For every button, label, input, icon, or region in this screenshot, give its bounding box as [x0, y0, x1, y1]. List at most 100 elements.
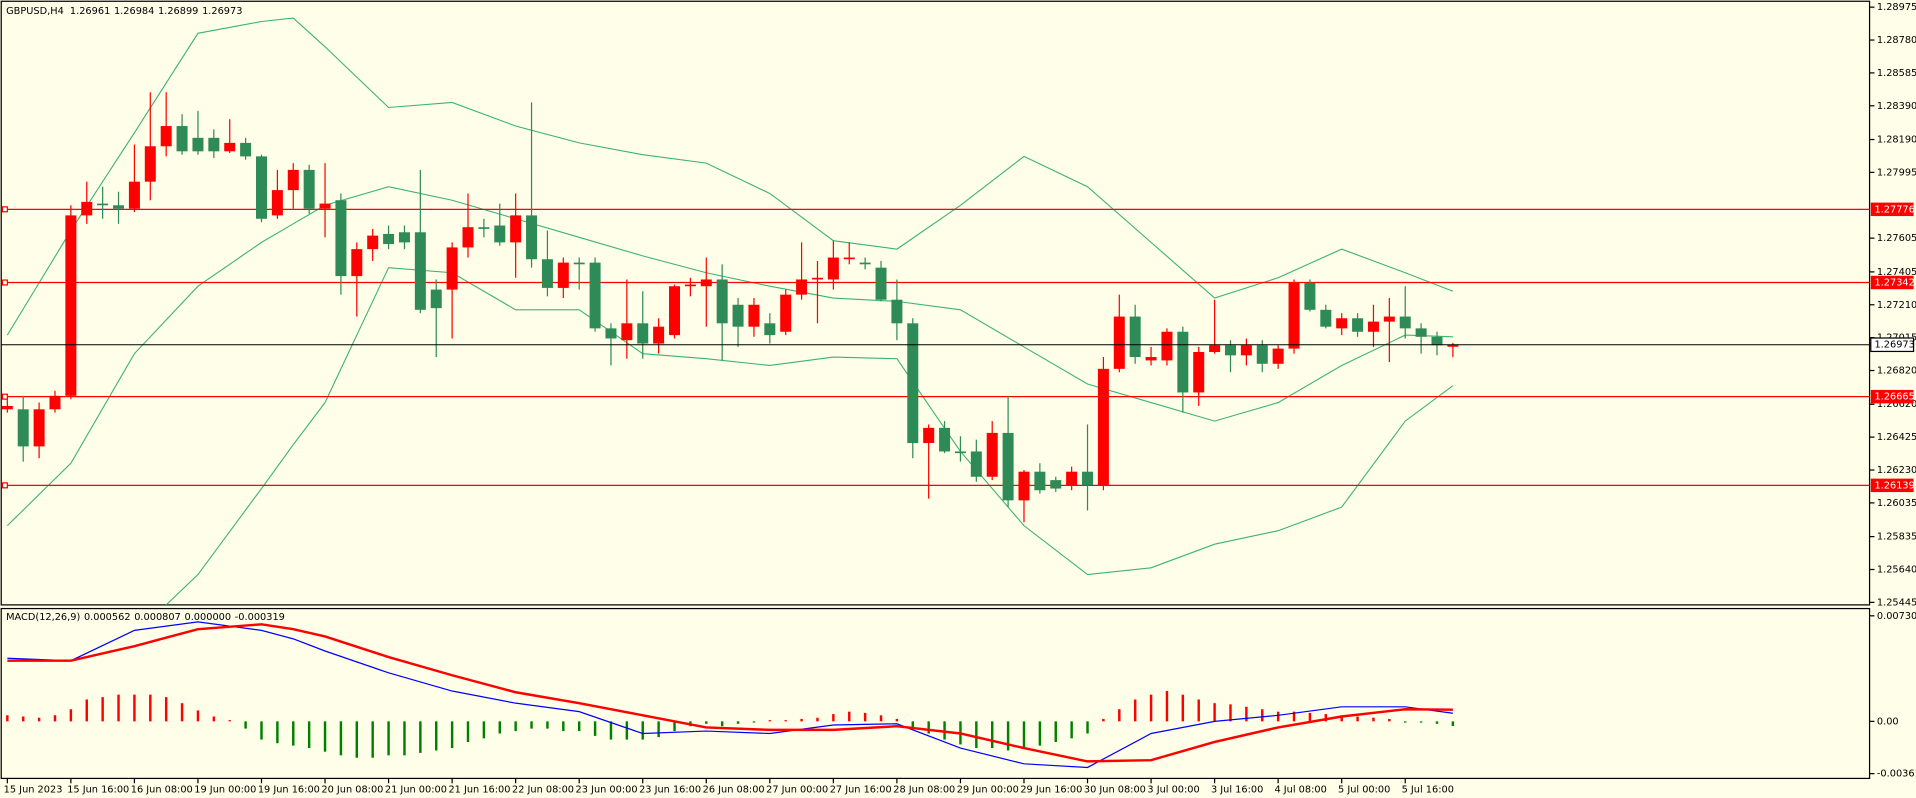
candle-body	[1209, 345, 1221, 352]
price-label: 1.26973	[1874, 340, 1914, 351]
candle-body	[732, 304, 744, 327]
candle-body	[1447, 344, 1459, 347]
candle-body	[1066, 471, 1078, 486]
macd-plot	[6, 621, 1455, 769]
candle-body	[1034, 471, 1046, 491]
candle-body	[128, 181, 140, 209]
y-tick-label: 1.28780	[1877, 35, 1916, 46]
x-tick-label: 3 Jul 00:00	[1147, 784, 1199, 795]
candle-body	[240, 142, 252, 157]
candle-body	[446, 247, 458, 290]
price-label-bg	[1870, 337, 1915, 353]
hist-value: -0.000319	[235, 612, 285, 623]
candle-body	[1240, 345, 1252, 356]
candle-body	[144, 146, 156, 182]
candle-body	[97, 203, 109, 206]
x-tick-label: 5 Jul 00:00	[1338, 784, 1390, 795]
x-tick-label: 23 Jun 16:00	[639, 784, 701, 795]
x-tick-label: 30 Jun 08:00	[1084, 784, 1146, 795]
candle-body	[414, 232, 426, 310]
candle-body	[700, 279, 712, 287]
candle-body	[605, 328, 617, 339]
level-label-bg	[1870, 202, 1914, 217]
candle-body	[17, 409, 29, 447]
candle-body	[65, 215, 77, 396]
x-tick-label: 15 Jun 16:00	[67, 784, 129, 795]
open: 1.26961	[70, 6, 110, 17]
x-tick-label: 20 Jun 08:00	[321, 784, 383, 795]
candle-body	[49, 395, 61, 410]
macd-title: MACD(12,26,9)	[6, 612, 80, 623]
candle-body	[986, 432, 998, 477]
price-plot	[1, 17, 1870, 605]
candle-body	[510, 215, 522, 243]
signal-value: 0.000807	[134, 612, 181, 623]
level-label-bg	[1870, 275, 1914, 290]
candle-body	[1304, 282, 1316, 310]
y-tick-label: 1.27605	[1877, 233, 1916, 244]
macd-header: MACD(12,26,9) 0.000562 0.000807 0.000000 -0.…	[6, 612, 285, 623]
candle-body	[1, 405, 13, 410]
candle-body	[1431, 336, 1443, 346]
candle-body	[1193, 351, 1205, 393]
candle-body	[1097, 368, 1109, 486]
candle-body	[271, 190, 283, 216]
y-tick-label: 1.28585	[1877, 68, 1916, 79]
level-marker	[1, 393, 8, 400]
y-tick-label: 1.26820	[1877, 366, 1916, 377]
candle-body	[780, 294, 792, 332]
x-tick-label: 28 Jun 08:00	[893, 784, 955, 795]
y-tick-label: 1.28975	[1877, 2, 1916, 13]
candle-body	[494, 225, 506, 243]
candle-body	[1256, 345, 1268, 364]
candle-body	[970, 451, 982, 477]
candle-body	[541, 259, 553, 288]
candle-body	[160, 126, 172, 147]
candle-body	[1161, 331, 1173, 361]
low: 1.26899	[158, 6, 198, 17]
level-label: 1.27776	[1874, 204, 1914, 215]
candle-body	[462, 227, 474, 248]
y-tick-label: 1.26035	[1877, 498, 1916, 509]
y-tick-label: 1.27995	[1877, 167, 1916, 178]
candle-body	[33, 409, 45, 447]
candle-body	[367, 235, 379, 250]
level-label: 1.26665	[1874, 392, 1914, 403]
candle-body	[81, 201, 93, 216]
candle-body	[1050, 480, 1062, 489]
candle-body	[843, 257, 855, 260]
level-label: 1.27342	[1874, 278, 1914, 289]
candle-body	[653, 326, 665, 344]
candle-body	[1367, 321, 1379, 332]
candle-body	[192, 137, 204, 152]
y-tick-label: 1.25445	[1877, 597, 1916, 608]
candle-body	[1352, 318, 1364, 332]
candle-body	[954, 451, 966, 454]
x-tick-label: 29 Jun 16:00	[1020, 784, 1082, 795]
level-label-bg	[1870, 478, 1914, 493]
candle-body	[637, 323, 649, 344]
candle-body	[1082, 471, 1094, 486]
candle-body	[875, 267, 887, 300]
x-tick-label: 19 Jun 00:00	[194, 784, 256, 795]
candle-body	[1177, 331, 1189, 393]
candle-body	[1113, 316, 1125, 369]
candle-body	[1320, 309, 1332, 327]
candle-body	[176, 126, 188, 152]
x-tick-label: 19 Jun 16:00	[258, 784, 320, 795]
y-tick-label: 1.28190	[1877, 135, 1916, 146]
y-tick-label: 1.25640	[1877, 564, 1916, 575]
y-tick-label: 0.007307	[1877, 611, 1916, 622]
y-tick-label: 1.26620	[1877, 399, 1916, 410]
y-tick-label: 1.26425	[1877, 432, 1916, 443]
candle-body	[430, 289, 442, 309]
candle-body	[764, 323, 776, 336]
macd-frame	[0, 607, 1871, 780]
y-tick-label: 1.26230	[1877, 465, 1916, 476]
macd-line	[7, 623, 1453, 763]
candle-body	[923, 427, 935, 444]
main-frame	[0, 0, 1871, 606]
y-tick-label: -0.003619	[1877, 769, 1916, 780]
candle-body	[1272, 348, 1284, 364]
candle-body	[859, 262, 871, 265]
